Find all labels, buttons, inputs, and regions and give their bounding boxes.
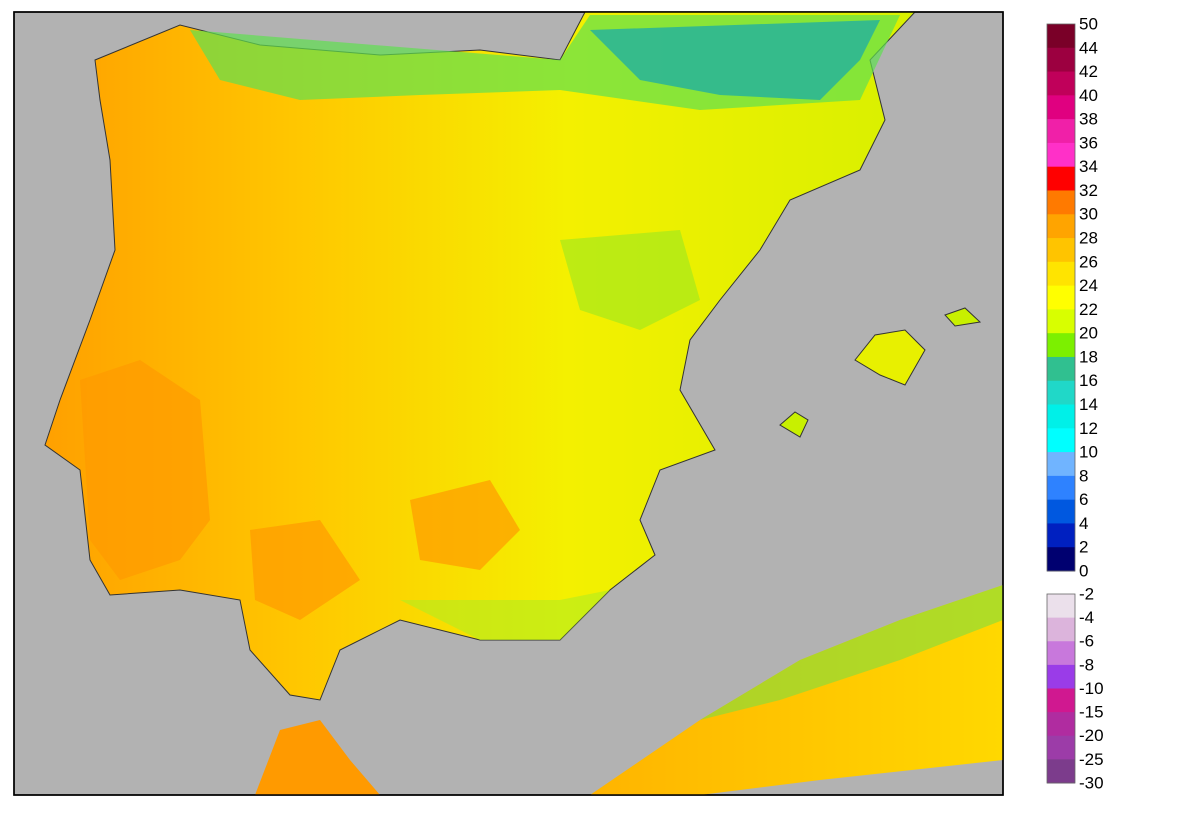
- legend-label: 38: [1079, 110, 1098, 129]
- legend-label: -6: [1079, 632, 1094, 651]
- legend-label: 2: [1079, 538, 1088, 557]
- south-coast: [400, 590, 610, 640]
- legend-label: -15: [1079, 703, 1104, 722]
- legend-label: 0: [1079, 561, 1088, 580]
- legend-label: 40: [1079, 86, 1098, 105]
- map: [13, 11, 1004, 796]
- legend-label: 44: [1079, 38, 1098, 57]
- ibiza: [779, 411, 809, 438]
- legend-swatch: [1047, 499, 1075, 524]
- legend-swatch: [1047, 547, 1075, 572]
- legend-label: 4: [1079, 514, 1088, 533]
- legend-label: 12: [1079, 419, 1098, 438]
- legend-label: -25: [1079, 750, 1104, 769]
- legend-swatch: [1047, 142, 1075, 168]
- mallorca: [854, 329, 926, 386]
- legend-label: 30: [1079, 205, 1098, 224]
- legend-label: 28: [1079, 229, 1098, 248]
- legend-label: -20: [1079, 726, 1104, 745]
- africa-coast: [700, 585, 1003, 720]
- legend-swatch: [1047, 452, 1075, 477]
- legend-label: 36: [1079, 133, 1098, 152]
- legend-swatch: [1047, 428, 1075, 453]
- legend-swatch: [1047, 523, 1075, 548]
- legend-label: 6: [1079, 490, 1088, 509]
- legend-label: 14: [1079, 395, 1098, 414]
- legend-swatch: [1047, 380, 1075, 406]
- pyrenees: [590, 20, 880, 100]
- legend-label: 22: [1079, 300, 1098, 319]
- legend-swatch: [1047, 735, 1075, 760]
- legend-swatch: [1047, 617, 1075, 642]
- menorca: [944, 307, 982, 327]
- legend-swatch: [1047, 641, 1075, 666]
- legend-label: 50: [1079, 14, 1098, 33]
- legend-swatch: [1047, 119, 1075, 144]
- legend-label: -2: [1079, 584, 1094, 603]
- legend-label: -10: [1079, 679, 1104, 698]
- legend-label: 18: [1079, 347, 1098, 366]
- legend-swatch: [1047, 71, 1075, 96]
- legend-frame: [1046, 23, 1076, 572]
- legend-swatch: [1047, 166, 1075, 191]
- legend-label: 32: [1079, 181, 1098, 200]
- legend-swatch: [1047, 309, 1075, 334]
- legend-swatch: [1047, 285, 1075, 310]
- legend-swatch: [1047, 95, 1075, 120]
- legend-label: 24: [1079, 276, 1098, 295]
- legend-label: 8: [1079, 466, 1088, 485]
- legend-swatch: [1047, 759, 1075, 784]
- legend-swatch: [1047, 688, 1075, 713]
- legend-label: -4: [1079, 608, 1094, 627]
- map-frame: [13, 11, 1004, 796]
- legend-swatch: [1047, 664, 1075, 689]
- legend-swatch: [1047, 404, 1075, 429]
- legend-label: 34: [1079, 157, 1098, 176]
- east-highlands: [560, 230, 700, 330]
- legend-swatch: [1047, 356, 1075, 382]
- legend-swatch: [1047, 238, 1075, 263]
- legend-swatch: [1047, 261, 1075, 287]
- legend-swatch: [1047, 214, 1075, 239]
- legend-label: 20: [1079, 324, 1098, 343]
- southwest-hot: [80, 360, 520, 620]
- legend-swatch: [1047, 47, 1075, 73]
- legend-label: -8: [1079, 655, 1094, 674]
- africa-west: [255, 720, 380, 795]
- legend-label: 16: [1079, 371, 1098, 390]
- legend-swatch: [1047, 24, 1075, 49]
- legend-swatch: [1047, 712, 1075, 737]
- color-legend: 5044424038363432302826242220181614121086…: [1046, 14, 1104, 792]
- legend-swatch: [1047, 333, 1075, 358]
- legend-label: 10: [1079, 443, 1098, 462]
- legend-label: 26: [1079, 252, 1098, 271]
- legend-frame: [1046, 593, 1076, 784]
- legend-label: -30: [1079, 773, 1104, 792]
- legend-swatch: [1047, 190, 1075, 215]
- legend-swatch: [1047, 594, 1075, 619]
- legend-label: 42: [1079, 62, 1098, 81]
- legend-swatch: [1047, 475, 1075, 501]
